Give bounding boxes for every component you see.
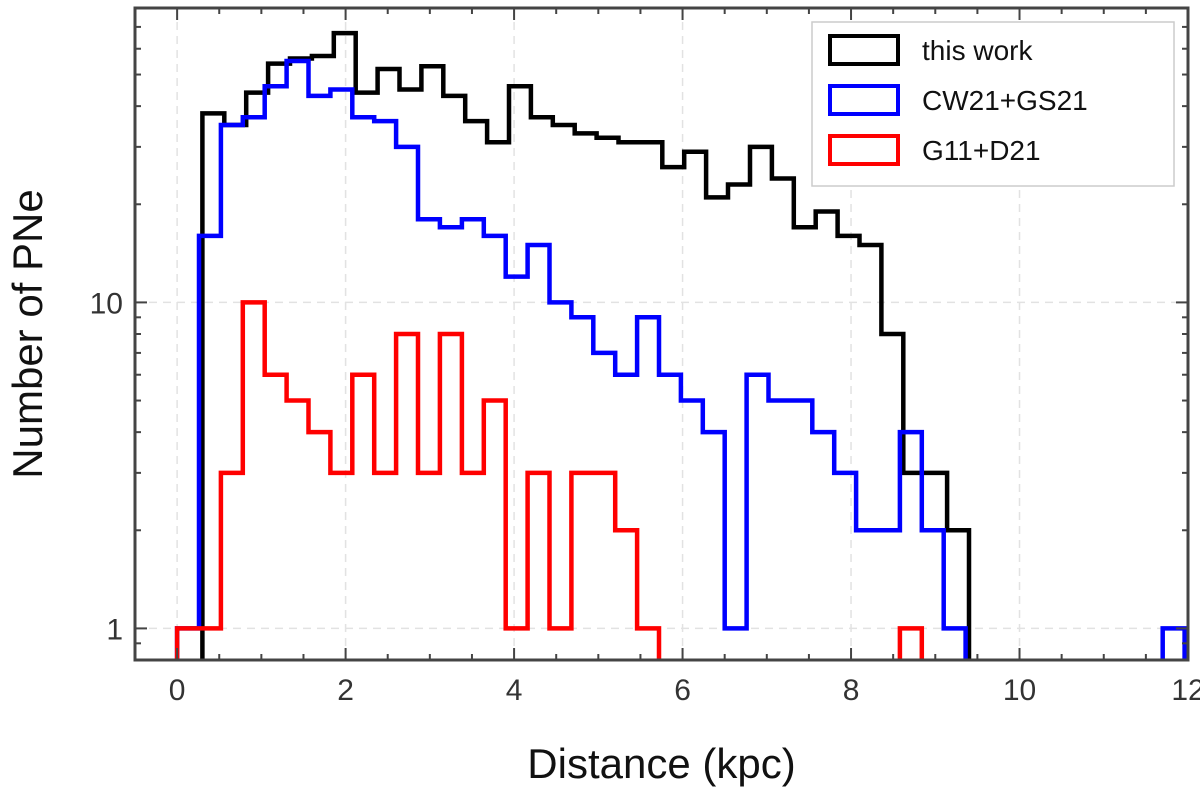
legend: this work CW21+GS21 G11+D21 bbox=[811, 21, 1175, 187]
ticks bbox=[135, 7, 1189, 661]
y-tick-label: 10 bbox=[90, 287, 123, 320]
y-axis-label: Number of PNe bbox=[4, 189, 51, 478]
x-axis-label: Distance (kpc) bbox=[527, 740, 795, 787]
x-tick-label: 4 bbox=[506, 674, 523, 707]
series-group bbox=[174, 30, 1187, 660]
series-g11-d21-segment bbox=[174, 300, 662, 660]
y-tick-labels: 1 10 bbox=[90, 287, 123, 646]
legend-swatch bbox=[828, 34, 900, 66]
grid bbox=[135, 8, 1188, 660]
legend-label: CW21+GS21 bbox=[922, 85, 1088, 116]
legend-swatch bbox=[828, 84, 900, 116]
legend-box bbox=[811, 21, 1175, 187]
x-tick-label: 0 bbox=[169, 674, 186, 707]
legend-label: this work bbox=[922, 35, 1033, 66]
x-tick-label: 12 bbox=[1171, 674, 1200, 707]
legend-swatch bbox=[828, 134, 900, 166]
series-cw21-gs21-segment bbox=[1160, 626, 1187, 660]
legend-label: G11+D21 bbox=[922, 135, 1041, 166]
x-tick-label: 6 bbox=[674, 674, 691, 707]
x-tick-label: 10 bbox=[1003, 674, 1036, 707]
x-tick-label: 8 bbox=[843, 674, 860, 707]
y-tick-label: 1 bbox=[106, 613, 123, 646]
series-cw21-gs21-segment bbox=[174, 58, 968, 660]
x-tick-labels: 0 2 4 6 8 10 12 bbox=[169, 674, 1200, 707]
series-g11-d21-segment bbox=[897, 626, 925, 660]
x-tick-label: 2 bbox=[337, 674, 354, 707]
series-this-work-segment bbox=[200, 30, 972, 660]
